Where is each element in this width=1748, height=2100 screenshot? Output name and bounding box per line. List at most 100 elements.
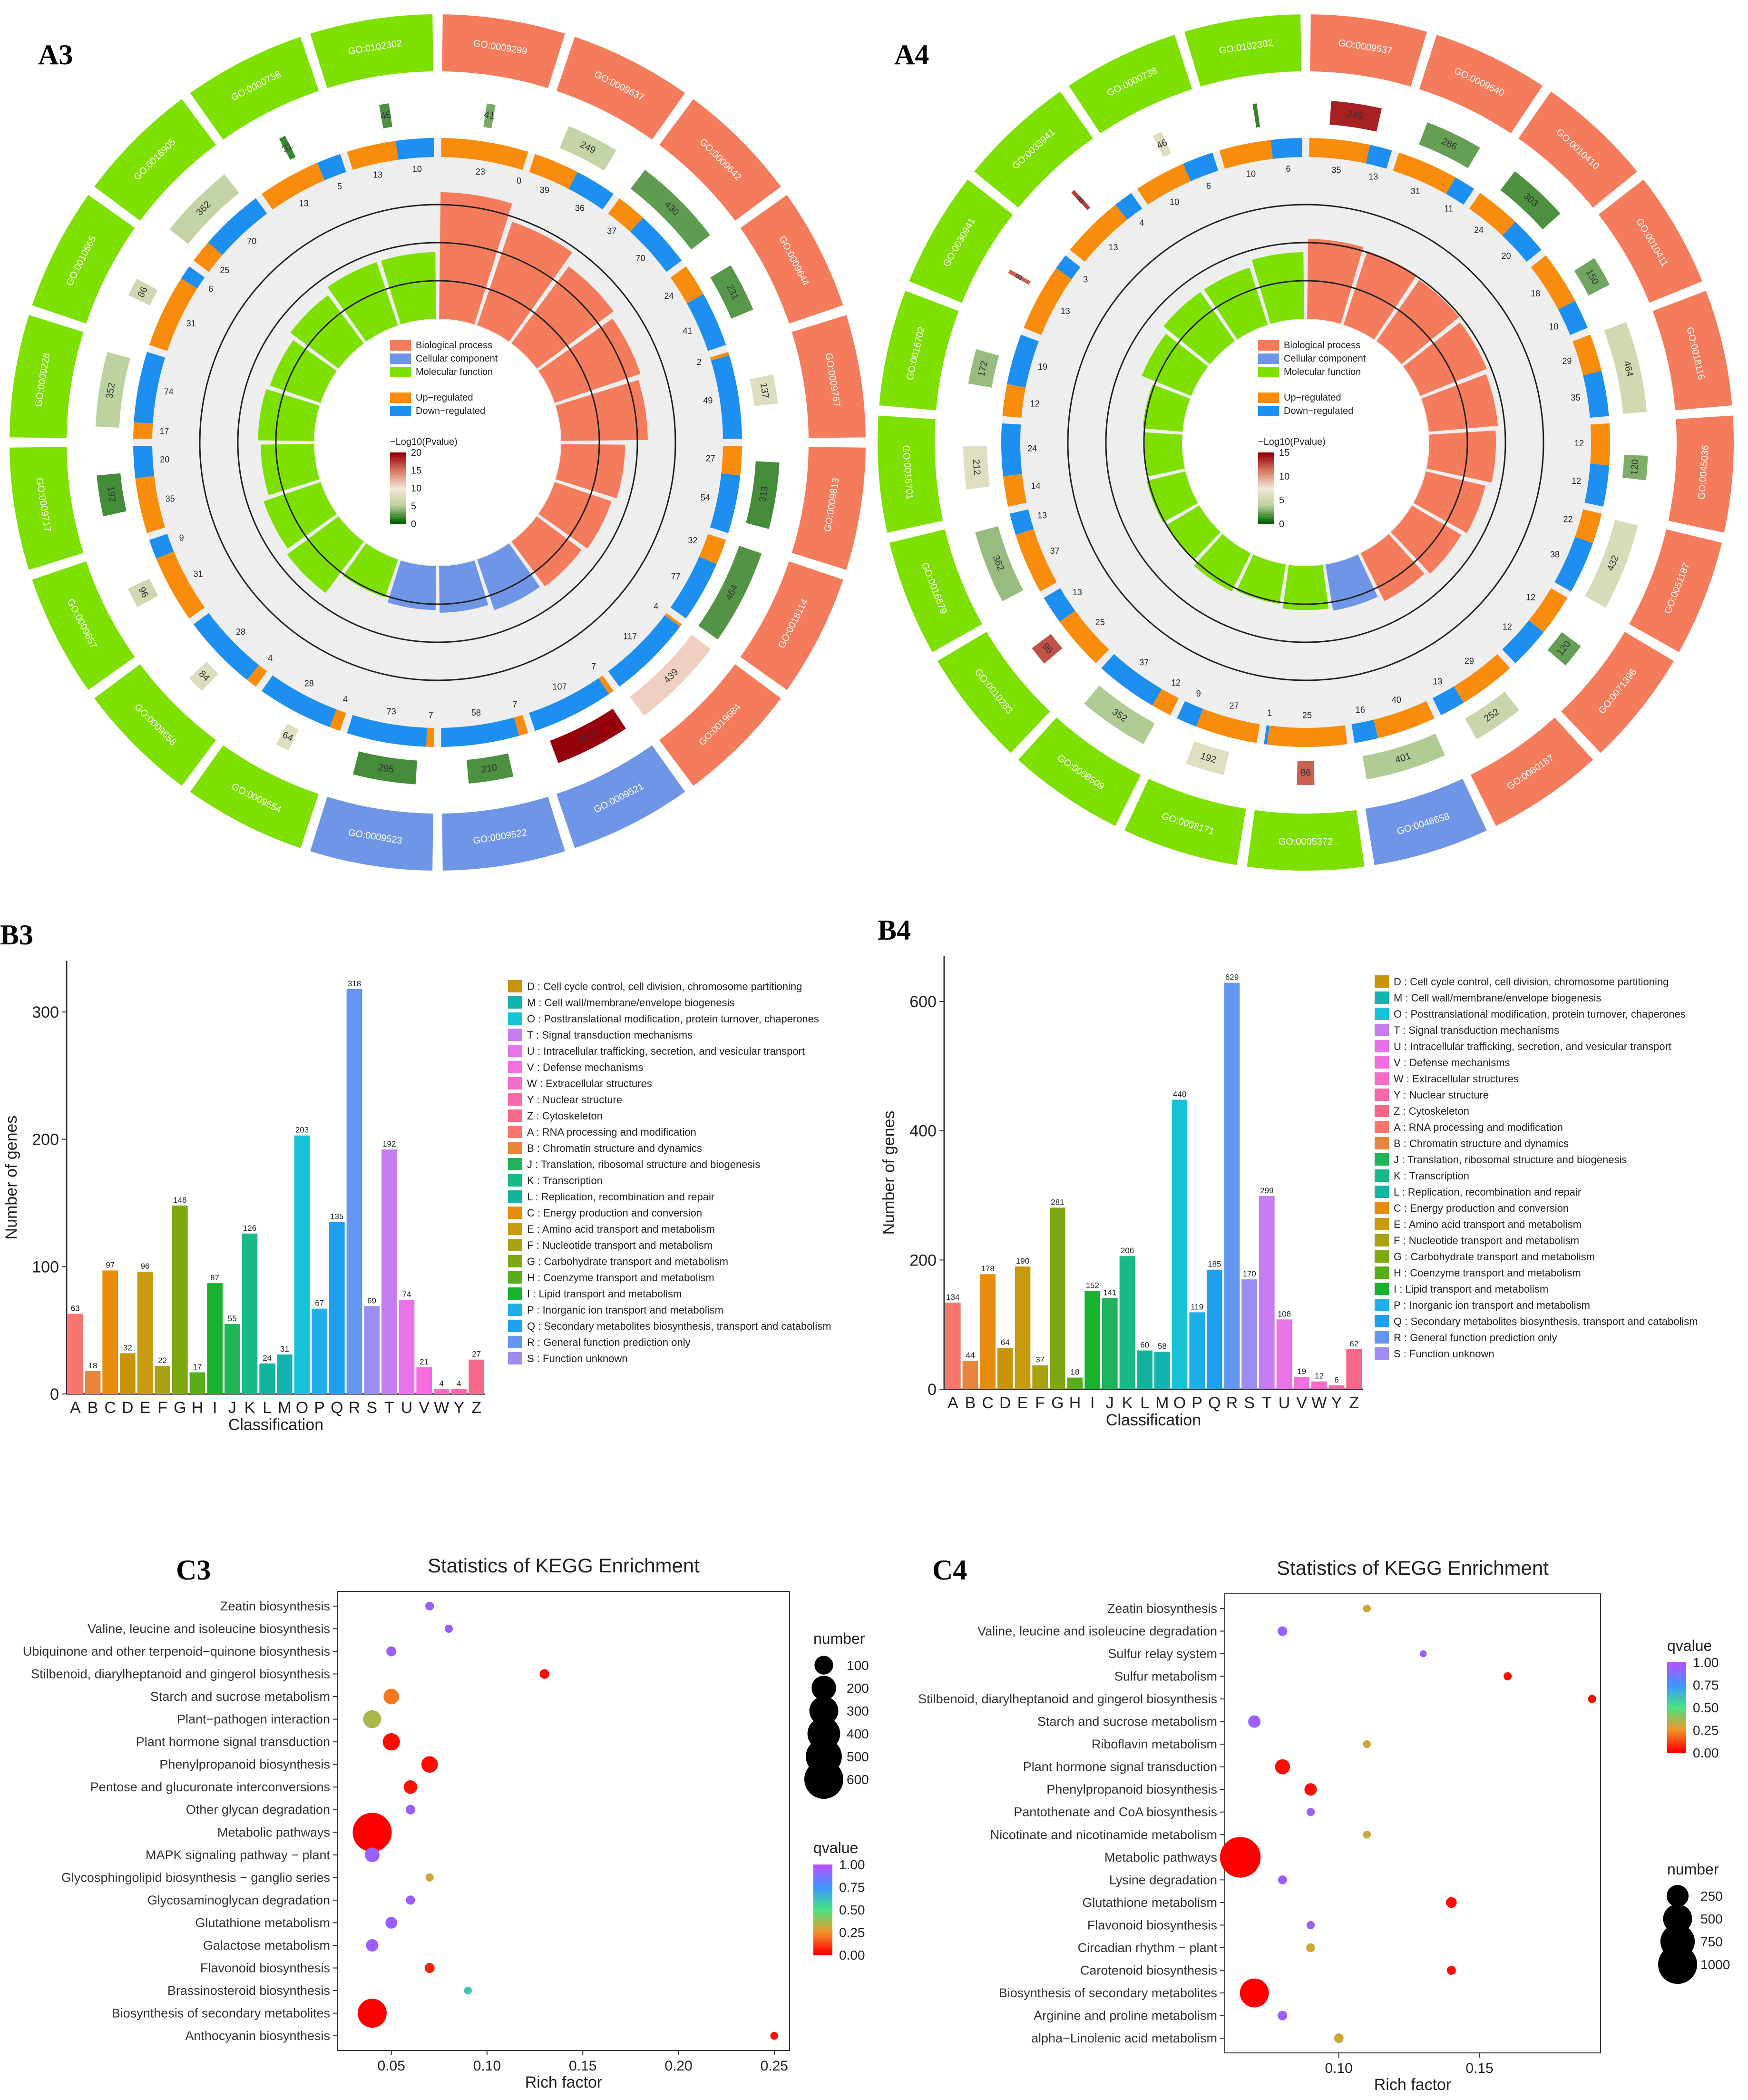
upregulated-count: 39 xyxy=(540,185,549,195)
color-legend-step xyxy=(1667,1673,1686,1677)
downregulated-segment xyxy=(529,678,609,731)
legend-swatch xyxy=(508,1126,522,1138)
term-ring-segment xyxy=(10,447,84,570)
legend-label: S : Function unknown xyxy=(1394,1348,1494,1360)
downregulated-count: 36 xyxy=(575,204,585,213)
upregulated-segment xyxy=(670,266,703,304)
legend-label: F : Nucleotide transport and metabolism xyxy=(527,1239,713,1251)
upregulated-count: 13 xyxy=(299,198,309,208)
x-tick-label: 0.05 xyxy=(378,2058,405,2074)
bar xyxy=(102,1270,118,1394)
count-bar xyxy=(95,352,130,428)
legend-swatch xyxy=(1375,1218,1389,1230)
color-legend-step xyxy=(813,1921,832,1924)
count-label: 120 xyxy=(1629,459,1641,475)
bar xyxy=(1137,1350,1152,1389)
upregulated-segment xyxy=(1309,138,1370,164)
rich-factor-bar xyxy=(1325,554,1378,611)
size-legend-label: 300 xyxy=(847,1704,869,1718)
pathway-label: Stilbenoid, diarylheptanoid and gingerol… xyxy=(918,1692,1217,1706)
term-ring-segment xyxy=(1018,717,1141,826)
count-bar xyxy=(1008,269,1031,285)
size-legend-label: 600 xyxy=(847,1772,869,1787)
enrichment-point xyxy=(425,1873,434,1882)
bar xyxy=(1032,1365,1048,1389)
bar-value-label: 27 xyxy=(472,1350,481,1359)
legend-label: F : Nucleotide transport and metabolism xyxy=(1394,1235,1579,1246)
pathway-label: Glutathione metabolism xyxy=(195,1915,330,1930)
bar xyxy=(1276,1319,1292,1389)
bar xyxy=(364,1306,380,1394)
legend-swatch xyxy=(508,1045,522,1057)
category-legend-label: Biological process xyxy=(416,340,492,351)
color-legend-step xyxy=(1667,1698,1686,1701)
bar xyxy=(346,989,362,1394)
pvalue-scale-step xyxy=(1258,498,1274,500)
color-legend-step xyxy=(813,1939,832,1942)
downregulated-segment xyxy=(193,613,259,680)
regulation-legend-label: Down−regulated xyxy=(1284,406,1353,416)
bar-value-label: 69 xyxy=(367,1296,376,1305)
legend-swatch xyxy=(508,1158,522,1170)
bar-value-label: 192 xyxy=(382,1139,396,1148)
enrichment-point xyxy=(1504,1672,1512,1681)
rich-factor-bar xyxy=(264,482,337,549)
guide-circle xyxy=(1067,204,1544,681)
pvalue-scale-step xyxy=(1258,512,1274,515)
bar-value-label: 190 xyxy=(1016,1256,1029,1266)
color-legend-step xyxy=(1667,1732,1686,1735)
term-ring-segment xyxy=(1419,35,1543,134)
legend-swatch xyxy=(508,1255,522,1267)
kegg-scatter-c3: C3 Statistics of KEGG Enrichment Zeatin bi… xyxy=(23,1554,869,2091)
bar-value-label: 629 xyxy=(1225,973,1239,982)
bar xyxy=(137,1272,153,1394)
y-tick-label: 100 xyxy=(32,1258,59,1276)
downregulated-count: 37 xyxy=(1139,658,1149,667)
upregulated-count: 7 xyxy=(429,711,433,720)
color-legend-step xyxy=(1667,1718,1686,1722)
pvalue-scale-step xyxy=(1258,455,1274,458)
legend-swatch xyxy=(508,1029,522,1041)
legend-label: L : Replication, recombination and repai… xyxy=(527,1191,714,1203)
pathway-label: Galactose metabolism xyxy=(203,1938,330,1953)
legend-swatch xyxy=(1375,1121,1389,1133)
term-ring-segment xyxy=(442,14,565,88)
legend-label: U : Intracellular trafficking, secretion… xyxy=(527,1045,805,1057)
x-tick-label: Y xyxy=(454,1399,465,1417)
pathway-label: Brassinosteroid biosynthesis xyxy=(167,1983,330,1998)
legend-label: S : Function unknown xyxy=(527,1353,628,1364)
downregulated-count: 35 xyxy=(1571,393,1580,402)
count-bar xyxy=(276,723,299,751)
y-tick-label: 0 xyxy=(928,1381,937,1399)
upregulated-segment xyxy=(426,727,434,747)
bar xyxy=(451,1389,467,1394)
color-legend-label: 0.50 xyxy=(1693,1700,1719,1715)
downregulated-count: 19 xyxy=(1038,362,1047,372)
downregulated-count: 11 xyxy=(1444,204,1453,214)
bar-value-label: 74 xyxy=(402,1290,411,1299)
downregulated-segment xyxy=(317,154,346,180)
legend-label: H : Coenzyme transport and metabolism xyxy=(527,1272,714,1284)
size-legend-dot xyxy=(809,1696,839,1726)
upregulated-count: 25 xyxy=(1302,711,1312,720)
x-tick-label: G xyxy=(1051,1394,1064,1412)
legend-swatch xyxy=(1375,1137,1389,1149)
legend-swatch xyxy=(508,996,522,1009)
bar-value-label: 67 xyxy=(315,1299,324,1308)
rich-factor-bar xyxy=(511,516,582,587)
downregulated-segment xyxy=(1584,463,1610,507)
count-bar xyxy=(353,751,417,785)
x-tick-label: E xyxy=(140,1399,151,1417)
color-legend-step xyxy=(1667,1741,1686,1744)
x-tick-label: H xyxy=(1069,1394,1081,1412)
term-ring-segment xyxy=(1561,632,1674,753)
rich-factor-bar xyxy=(1144,432,1185,477)
enrichment-point xyxy=(421,1756,438,1773)
pvalue-scale-step xyxy=(390,493,406,496)
x-tick-label: 0.10 xyxy=(473,2058,501,2074)
category-legend-label: Biological process xyxy=(1284,340,1360,351)
bar xyxy=(1328,1385,1345,1389)
legend-label: K : Transcription xyxy=(1394,1170,1469,1182)
term-ring-segment xyxy=(1184,14,1301,87)
color-legend-step xyxy=(1667,1727,1686,1731)
